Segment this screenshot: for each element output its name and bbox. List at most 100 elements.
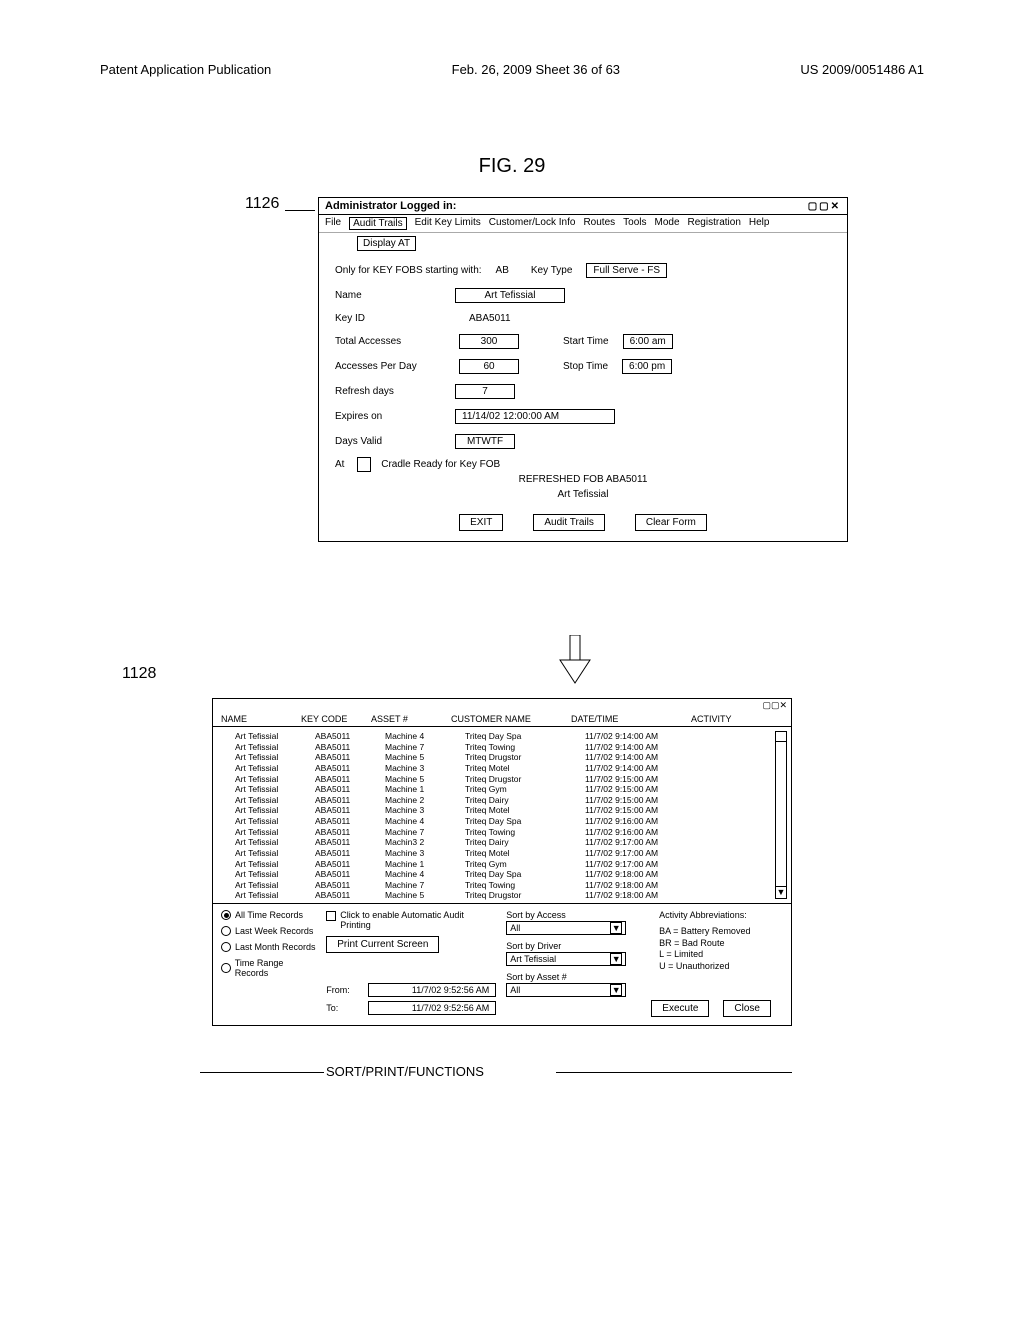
cell-date: 11/7/02 9:14:00 AM [583, 742, 703, 753]
exit-button[interactable]: EXIT [459, 514, 503, 531]
audit-window-controls[interactable]: ▢▢✕ [762, 700, 787, 711]
name-value[interactable]: Art Tefissial [455, 288, 565, 303]
cell-key: ABA5011 [313, 890, 383, 901]
keyid-label: Key ID [335, 313, 445, 324]
chevron-down-icon[interactable]: ▼ [610, 953, 622, 965]
cell-name: Art Tefissial [233, 752, 313, 763]
stop-time-value[interactable]: 6:00 pm [622, 359, 672, 374]
cell-name: Art Tefissial [233, 859, 313, 870]
radio-all-time[interactable]: All Time Records [221, 910, 316, 920]
cell-date: 11/7/02 9:16:00 AM [583, 827, 703, 838]
to-value[interactable]: 11/7/02 9:52:56 AM [368, 1001, 496, 1015]
total-accesses-value[interactable]: 300 [459, 334, 519, 349]
audit-trails-button[interactable]: Audit Trails [533, 514, 604, 531]
cell-asset: Machin3 2 [383, 837, 463, 848]
scroll-thumb[interactable] [776, 732, 786, 742]
ref-1126-leader [285, 210, 315, 211]
radio-icon[interactable] [221, 942, 231, 952]
menu-help[interactable]: Help [749, 217, 770, 230]
chevron-down-icon[interactable]: ▼ [610, 922, 622, 934]
expires-on-label: Expires on [335, 411, 445, 422]
sortprint-label: SORT/PRINT/FUNCTIONS [326, 1064, 484, 1079]
pub-center: Feb. 26, 2009 Sheet 36 of 63 [452, 62, 620, 77]
window-controls[interactable]: ▢▢✕ [808, 201, 841, 212]
cell-act [703, 731, 763, 742]
scroll-down-icon[interactable]: ▼ [776, 886, 786, 898]
cell-asset: Machine 3 [383, 848, 463, 859]
days-valid-value[interactable]: MTWTF [455, 434, 515, 449]
radio-icon[interactable] [221, 910, 231, 920]
table-header: NAME KEY CODE ASSET # CUSTOMER NAME DATE… [213, 712, 791, 727]
chevron-down-icon[interactable]: ▼ [610, 984, 622, 996]
radio-time-range[interactable]: Time Range Records [221, 958, 316, 978]
execute-button[interactable]: Execute [651, 1000, 709, 1017]
menu-file[interactable]: File [325, 217, 341, 230]
cell-key: ABA5011 [313, 763, 383, 774]
cell-date: 11/7/02 9:15:00 AM [583, 774, 703, 785]
key-type-label: Key Type [531, 265, 573, 276]
menu-tools[interactable]: Tools [623, 217, 646, 230]
at-value[interactable] [357, 457, 371, 472]
table-row: Art TefissialABA5011Machine 1Triteq Gym1… [233, 859, 785, 870]
key-fobs-prefix-label: Only for KEY FOBS starting with: [335, 265, 482, 276]
menu-display-at[interactable]: Display AT [357, 236, 416, 251]
accesses-per-day-value[interactable]: 60 [459, 359, 519, 374]
menubar: File Audit Trails Edit Key Limits Custom… [319, 215, 847, 233]
radio-last-month-label: Last Month Records [235, 942, 316, 952]
cell-key: ABA5011 [313, 742, 383, 753]
sort-asset-select[interactable]: All ▼ [506, 983, 626, 997]
radio-last-week[interactable]: Last Week Records [221, 926, 316, 936]
cell-cust: Triteq Dairy [463, 795, 583, 806]
start-time-value[interactable]: 6:00 am [623, 334, 673, 349]
cell-key: ABA5011 [313, 816, 383, 827]
cell-act [703, 763, 763, 774]
menu-customer-lock-info[interactable]: Customer/Lock Info [489, 217, 576, 230]
auto-print-checkbox[interactable]: Click to enable Automatic Audit Printing [326, 910, 496, 930]
col-act: ACTIVITY [689, 714, 749, 724]
menu-audit-trails[interactable]: Audit Trails [349, 217, 406, 230]
menu-registration[interactable]: Registration [688, 217, 741, 230]
radio-icon[interactable] [221, 926, 231, 936]
cell-asset: Machine 1 [383, 784, 463, 795]
pub-right: US 2009/0051486 A1 [800, 62, 924, 77]
controls-panel: All Time Records Last Week Records Last … [213, 904, 791, 1025]
key-fobs-prefix: AB [496, 265, 509, 276]
status-refreshed: REFRESHED FOB ABA5011 [335, 474, 831, 485]
clear-form-button[interactable]: Clear Form [635, 514, 707, 531]
table-row: Art TefissialABA5011Machine 3Triteq Mote… [233, 805, 785, 816]
radio-last-week-label: Last Week Records [235, 926, 313, 936]
refresh-days-value[interactable]: 7 [455, 384, 515, 399]
scrollbar[interactable]: ▼ [775, 731, 787, 899]
cell-date: 11/7/02 9:14:00 AM [583, 731, 703, 742]
radio-last-month[interactable]: Last Month Records [221, 942, 316, 952]
audit-window: ▢▢✕ NAME KEY CODE ASSET # CUSTOMER NAME … [212, 698, 792, 1026]
menu-mode[interactable]: Mode [655, 217, 680, 230]
cell-asset: Machine 7 [383, 742, 463, 753]
cell-cust: Triteq Drugstor [463, 752, 583, 763]
col-asset: ASSET # [369, 714, 449, 724]
radio-icon[interactable] [221, 963, 231, 973]
checkbox-icon[interactable] [326, 911, 336, 921]
cell-key: ABA5011 [313, 795, 383, 806]
days-valid-label: Days Valid [335, 436, 445, 447]
table-row: Art TefissialABA5011Machine 7Triteq Towi… [233, 742, 785, 753]
sort-driver-select[interactable]: Art Tefissial ▼ [506, 952, 626, 966]
table-row: Art TefissialABA5011Machine 5Triteq Drug… [233, 774, 785, 785]
at-label: At [335, 459, 344, 470]
key-type-value[interactable]: Full Serve - FS [586, 263, 667, 278]
menu-routes[interactable]: Routes [583, 217, 615, 230]
cell-date: 11/7/02 9:15:00 AM [583, 805, 703, 816]
cell-cust: Triteq Drugstor [463, 890, 583, 901]
menu-edit-key-limits[interactable]: Edit Key Limits [415, 217, 481, 230]
expires-on-value[interactable]: 11/14/02 12:00:00 AM [455, 409, 615, 424]
cell-act [703, 816, 763, 827]
cell-key: ABA5011 [313, 752, 383, 763]
print-current-screen-button[interactable]: Print Current Screen [326, 936, 439, 953]
sort-access-select[interactable]: All ▼ [506, 921, 626, 935]
close-button[interactable]: Close [723, 1000, 771, 1017]
sort-driver-value: Art Tefissial [510, 954, 556, 964]
cell-asset: Machine 5 [383, 774, 463, 785]
cell-cust: Triteq Day Spa [463, 869, 583, 880]
cell-act [703, 805, 763, 816]
from-value[interactable]: 11/7/02 9:52:56 AM [368, 983, 496, 997]
